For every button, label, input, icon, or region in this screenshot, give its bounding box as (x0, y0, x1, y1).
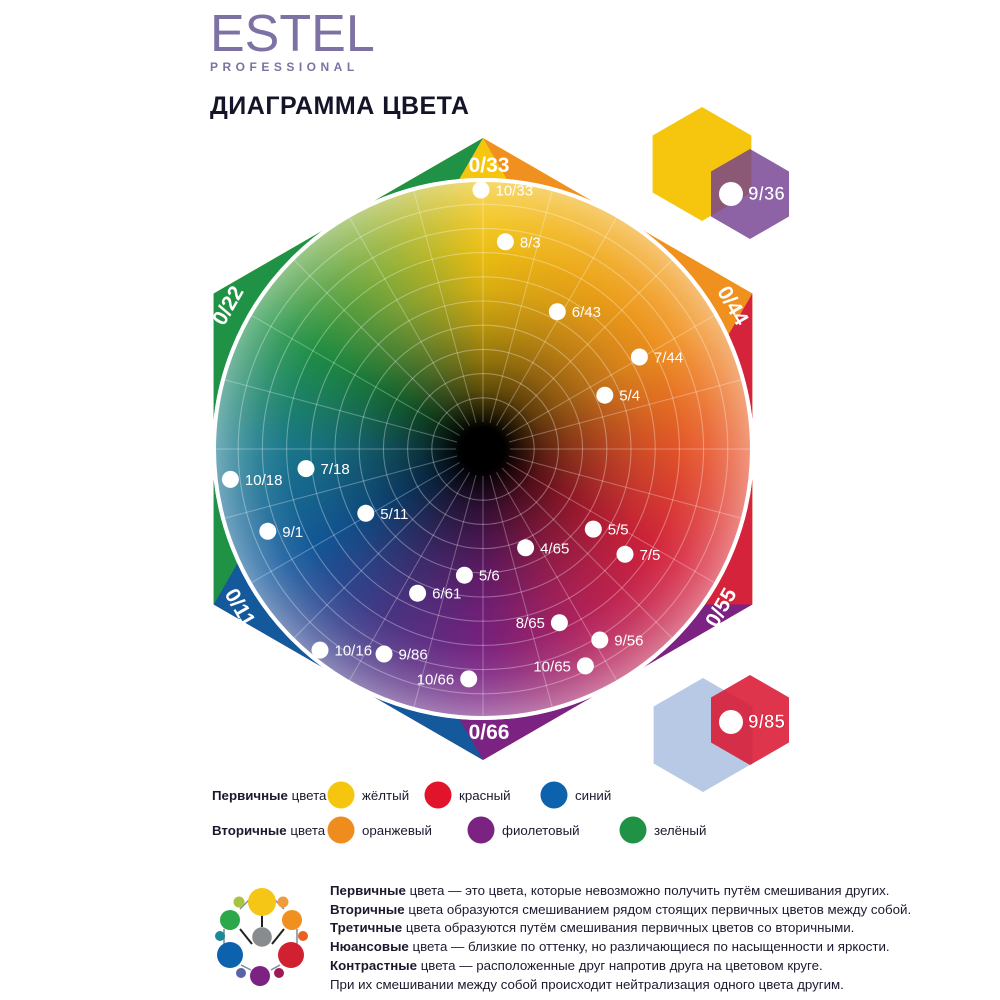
svg-text:6/43: 6/43 (572, 304, 601, 321)
svg-text:4/65: 4/65 (540, 540, 569, 557)
svg-text:6/61: 6/61 (432, 586, 461, 603)
svg-text:10/65: 10/65 (533, 658, 571, 675)
svg-text:5/5: 5/5 (608, 522, 629, 539)
svg-text:9/1: 9/1 (282, 524, 303, 541)
svg-text:9/85: 9/85 (748, 712, 785, 733)
svg-text:5/11: 5/11 (380, 506, 408, 523)
svg-text:8/3: 8/3 (520, 234, 541, 251)
svg-text:5/4: 5/4 (619, 388, 640, 405)
svg-text:5/6: 5/6 (479, 568, 500, 585)
svg-text:7/5: 7/5 (640, 547, 661, 564)
svg-text:9/86: 9/86 (399, 647, 428, 664)
svg-text:10/16: 10/16 (335, 643, 373, 660)
svg-text:10/66: 10/66 (417, 671, 455, 688)
svg-text:8/65: 8/65 (516, 615, 545, 632)
svg-text:0/33: 0/33 (469, 154, 510, 177)
svg-text:9/36: 9/36 (748, 184, 785, 205)
svg-text:10/33: 10/33 (496, 183, 534, 200)
svg-text:10/18: 10/18 (245, 472, 283, 489)
svg-text:7/44: 7/44 (654, 350, 683, 367)
svg-text:0/66: 0/66 (469, 721, 510, 744)
svg-text:9/56: 9/56 (614, 633, 643, 650)
svg-text:7/18: 7/18 (321, 461, 350, 478)
